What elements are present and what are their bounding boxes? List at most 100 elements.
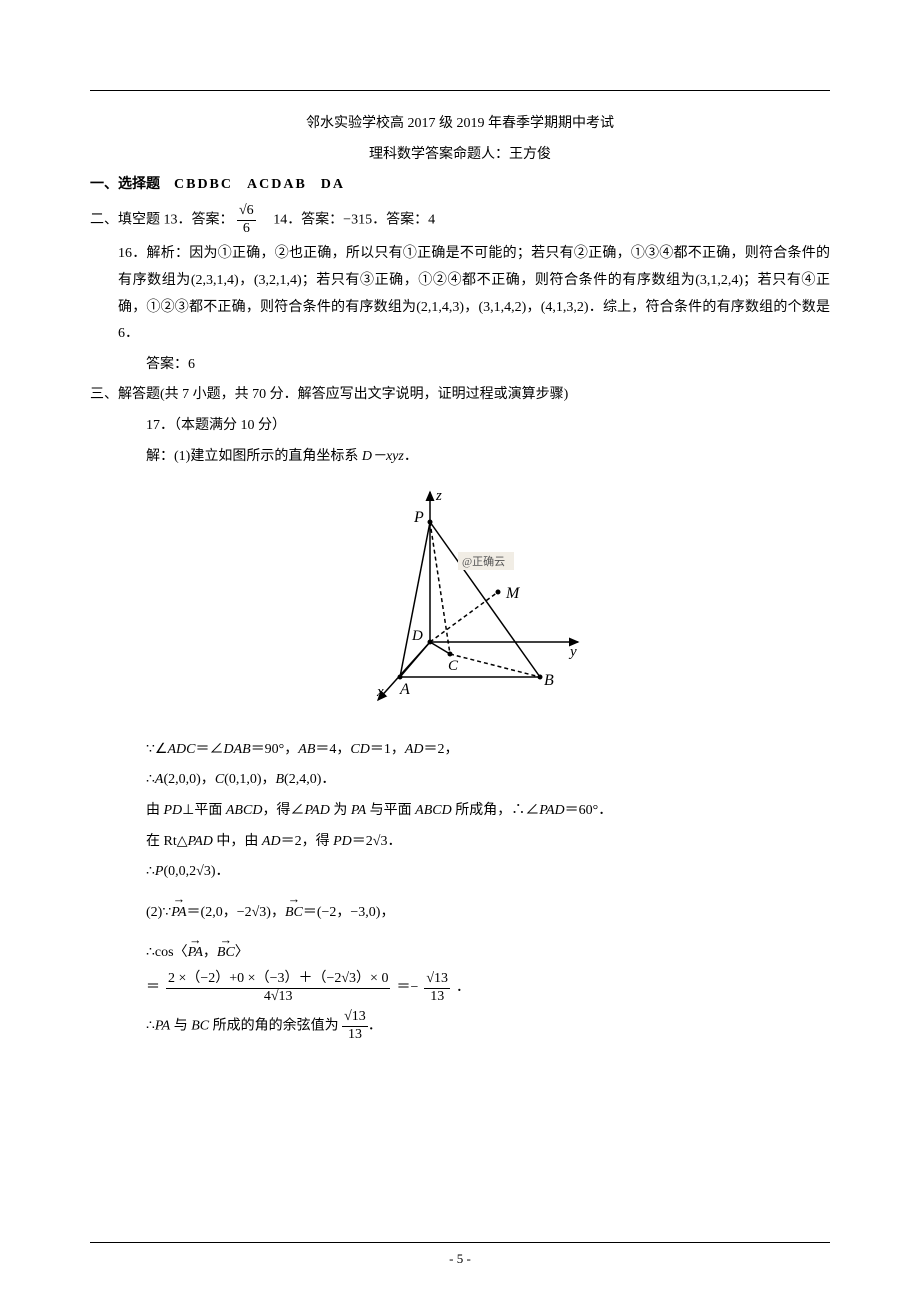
t: AB xyxy=(298,742,315,757)
t: PAD xyxy=(304,803,329,818)
eq-sign-2: ＝− xyxy=(396,975,418,1002)
label-x: x xyxy=(376,684,384,700)
watermark-text: @正确云 xyxy=(462,555,505,568)
vec-BC: BC xyxy=(217,940,235,967)
label-B: B xyxy=(544,672,554,689)
section-1-heading: 一、选择题 xyxy=(90,177,160,192)
mc-answers-2: ACDAB xyxy=(247,177,307,192)
t: ∴cos〈 xyxy=(146,945,188,960)
section-1: 一、选择题 CBDBC ACDAB DA xyxy=(90,172,830,199)
final-fraction: √13 13 xyxy=(342,1009,368,1044)
big-fraction: 2 ×（−2）+0 ×（−3）＋（−2√3）× 0 4√13 xyxy=(166,971,390,1006)
fill-heading: 二、填空题 13．答案： xyxy=(90,212,234,227)
t: BC xyxy=(191,1019,209,1034)
q17-line1-suffix: ． xyxy=(404,449,418,464)
q17-bigfrac: ＝ 2 ×（−2）+0 ×（−3）＋（−2√3）× 0 4√13 ＝− √13 … xyxy=(90,971,830,1006)
label-M: M xyxy=(505,585,521,602)
t: CD xyxy=(350,742,369,757)
section-2-fill: 二、填空题 13．答案： √6 6 14．答案：−315．答案：4 xyxy=(90,203,830,238)
q17-angles: ∵∠ADC＝∠DAB＝90°，AB＝4，CD＝1，AD＝2， xyxy=(90,737,830,764)
q17-title: 17．（本题满分 10 分） xyxy=(90,413,830,440)
t: 为 xyxy=(330,803,351,818)
result-fraction: √13 13 xyxy=(424,971,450,1006)
geometry-diagram: P M D C B A x y z @正确云 xyxy=(330,482,590,722)
t: (2,4,0)． xyxy=(284,772,335,787)
q17-part2-vec: (2)∵PA＝(2,0，−2√3)，BC＝(−2，−3,0)， xyxy=(90,900,830,927)
q13-fraction: √6 6 xyxy=(237,203,256,238)
label-D: D xyxy=(411,628,423,644)
t: PA xyxy=(155,1019,170,1034)
section-3-heading: 三、解答题(共 7 小题，共 70 分．解答应写出文字说明，证明过程或演算步骤) xyxy=(90,382,830,409)
vec-PA: PA xyxy=(171,900,186,927)
t: ＝∠ xyxy=(195,742,223,757)
t: ∵∠ xyxy=(146,742,167,757)
label-P: P xyxy=(413,509,424,526)
footer: - 5 - xyxy=(0,1242,920,1272)
q17-line1: 解：(1)建立如图所示的直角坐标系 D－xyz． xyxy=(90,444,830,471)
q16-analysis: 16．解析：因为①正确，②也正确，所以只有①正确是不可能的；若只有②正确，①③④… xyxy=(90,241,830,347)
t: PD xyxy=(164,803,183,818)
q17-coords: ∴A(2,0,0)，C(0,1,0)，B(2,4,0)． xyxy=(90,767,830,794)
final-den: 13 xyxy=(342,1027,368,1044)
t: 所成角，∴∠ xyxy=(452,803,540,818)
bigfrac-den: 4√13 xyxy=(166,989,390,1006)
t: ＝1， xyxy=(370,742,405,757)
t: AD xyxy=(262,834,281,849)
vec-BC: BC xyxy=(285,900,303,927)
t: PD xyxy=(333,834,352,849)
t: ＝(−2，−3,0)， xyxy=(303,905,395,920)
label-y: y xyxy=(568,644,577,660)
q17-P-coord: ∴P(0,0,2√3)． xyxy=(90,859,830,886)
t: ． xyxy=(368,1019,382,1034)
t: DAB xyxy=(223,742,250,757)
t: ＝60°． xyxy=(565,803,613,818)
t: ＝90°， xyxy=(251,742,299,757)
mc-answers-1: CBDBC xyxy=(174,177,233,192)
t: 中，由 xyxy=(213,834,262,849)
t: ADC xyxy=(167,742,195,757)
label-z: z xyxy=(435,488,442,504)
q17-cos: ∴cos〈PA，BC〉 xyxy=(90,940,830,967)
t: PA xyxy=(351,803,366,818)
t: PAD xyxy=(539,803,564,818)
t: PAD xyxy=(188,834,213,849)
t: AD xyxy=(405,742,424,757)
eq-sign: ＝ xyxy=(146,975,160,1002)
page-number: - 5 - xyxy=(449,1251,471,1266)
t: 所成的角的余弦值为 xyxy=(209,1019,339,1034)
title-line-2: 理科数学答案命题人：王方俊 xyxy=(90,142,830,169)
t: ＝2√3． xyxy=(352,834,402,849)
t: ＝2， xyxy=(424,742,459,757)
t: (2)∵ xyxy=(146,905,171,920)
t: ，得∠ xyxy=(262,803,304,818)
q13-den: 6 xyxy=(237,221,256,238)
t: (0,1,0)， xyxy=(224,772,275,787)
t: B xyxy=(275,772,284,787)
top-rule xyxy=(90,90,830,91)
res-num: √13 xyxy=(424,971,450,989)
t: 与平面 xyxy=(366,803,415,818)
q14-answer: 14．答案：−3 xyxy=(273,212,358,227)
q16-answer: 答案：6 xyxy=(90,352,830,379)
q17-coord-sys: D－xyz xyxy=(362,449,404,464)
diagram: P M D C B A x y z @正确云 xyxy=(90,482,830,733)
t: (2,0,0)， xyxy=(163,772,214,787)
t: ． xyxy=(456,975,470,1002)
t: 〉 xyxy=(235,945,249,960)
q17-conclusion: ∴PA 与 BC 所成的角的余弦值为 √13 13 ． xyxy=(90,1009,830,1044)
t: ∴ xyxy=(146,864,155,879)
t: ABCD xyxy=(226,803,263,818)
title-line-1: 邻水实验学校高 2017 级 2019 年春季学期期中考试 xyxy=(90,111,830,138)
t: ， xyxy=(203,945,217,960)
t: ＝2，得 xyxy=(281,834,334,849)
t: 与 xyxy=(170,1019,191,1034)
q13-num: √6 xyxy=(237,203,256,221)
t: (0,0,2√3)． xyxy=(163,864,229,879)
q17-line1-prefix: 解：(1)建立如图所示的直角坐标系 xyxy=(146,449,362,464)
t: C xyxy=(215,772,224,787)
t: ∴ xyxy=(146,1019,155,1034)
mc-answers-3: DA xyxy=(321,177,345,192)
t: ＝(2,0，−2√3)， xyxy=(187,905,285,920)
t: 在 Rt△ xyxy=(146,834,188,849)
t: 由 xyxy=(146,803,164,818)
